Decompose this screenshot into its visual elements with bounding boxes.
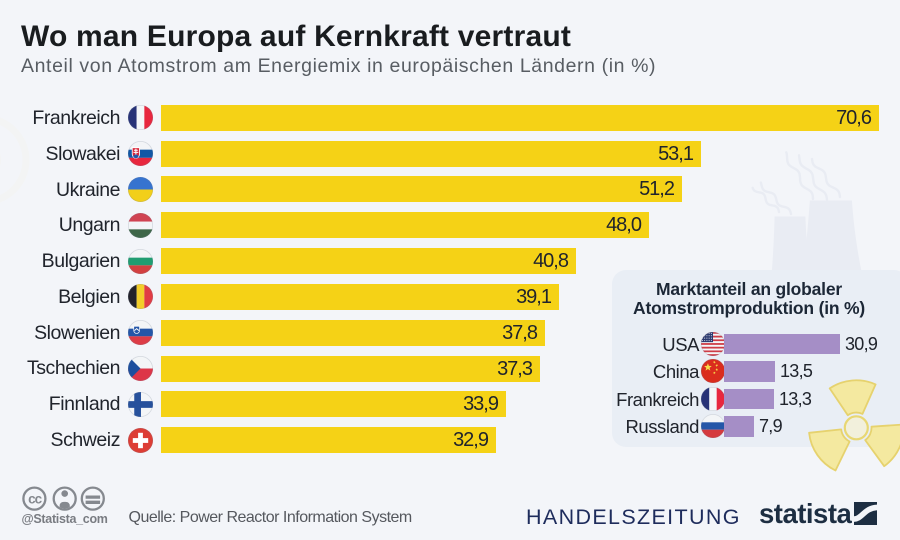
svg-text:cc: cc [28, 491, 43, 506]
